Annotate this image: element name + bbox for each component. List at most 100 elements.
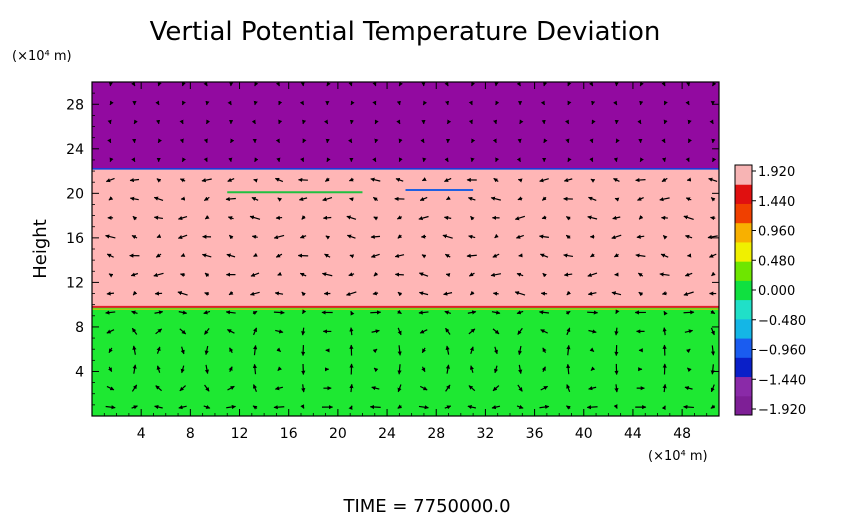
wind-vector — [468, 385, 476, 392]
wind-vector — [614, 327, 619, 336]
wind-vector — [108, 366, 113, 372]
wind-vector — [539, 253, 549, 258]
wind-vector — [250, 291, 260, 296]
wind-vector — [106, 385, 115, 391]
wind-vector — [686, 177, 692, 182]
wind-vector — [301, 215, 306, 220]
wind-vector — [466, 253, 477, 258]
wind-vector — [178, 215, 188, 221]
wind-vector — [227, 329, 235, 334]
wind-vector — [180, 365, 185, 374]
wind-vector — [493, 346, 498, 355]
wind-vector — [710, 215, 716, 221]
wind-vector — [179, 328, 187, 335]
wind-vector — [587, 291, 597, 296]
wind-vector — [253, 252, 258, 257]
wind-vector — [420, 138, 425, 144]
wind-vector — [397, 384, 402, 393]
wind-vector — [467, 404, 477, 410]
wind-vector — [444, 310, 452, 315]
wind-vector — [491, 405, 501, 410]
wind-vector — [370, 253, 380, 258]
wind-vector — [396, 215, 403, 220]
wind-vector — [397, 291, 403, 297]
wind-vector — [566, 290, 571, 296]
y-tick-label: 20 — [66, 186, 84, 202]
wind-vector — [563, 178, 573, 183]
wind-vector — [471, 82, 476, 87]
colorbar-swatch — [735, 318, 752, 339]
wind-vector — [252, 363, 257, 375]
wind-vector — [395, 177, 404, 182]
wind-vector — [663, 310, 668, 316]
wind-vector — [491, 310, 501, 315]
wind-vector — [204, 384, 210, 392]
wind-vector — [614, 197, 620, 202]
wind-vector — [275, 215, 283, 220]
wind-vector — [299, 100, 305, 106]
wind-vector — [322, 196, 333, 202]
colorbar-label: 0.000 — [758, 284, 795, 299]
wind-vector — [710, 345, 716, 356]
wind-vector — [565, 234, 571, 240]
wind-vector — [373, 216, 379, 221]
wind-vector — [543, 138, 548, 144]
wind-vector — [445, 364, 450, 374]
wind-vector — [563, 253, 574, 258]
wind-vector — [325, 235, 331, 240]
wind-vector — [396, 119, 401, 125]
wind-vector — [542, 347, 547, 354]
wind-vector — [708, 177, 718, 183]
wind-vector — [350, 100, 355, 106]
wind-vector — [418, 272, 429, 277]
wind-vector — [540, 385, 548, 391]
wind-vector — [349, 383, 354, 393]
wind-vector — [131, 234, 138, 240]
wind-vector — [348, 405, 353, 411]
wind-vector — [201, 178, 212, 183]
wind-vector — [710, 404, 716, 409]
wind-vector — [373, 271, 379, 277]
wind-vector — [517, 178, 523, 183]
wind-vector — [492, 385, 500, 392]
wind-vector — [131, 157, 136, 163]
x-tick-label: 16 — [280, 426, 298, 442]
wind-vector — [300, 157, 305, 163]
wind-vector — [154, 404, 163, 410]
wind-vector — [301, 327, 306, 336]
wind-vector — [273, 405, 285, 410]
wind-vector — [589, 82, 594, 87]
wind-vector — [180, 346, 185, 355]
colorbar-swatch — [735, 376, 752, 397]
wind-vector — [394, 272, 404, 277]
wind-vector — [203, 82, 208, 87]
x-axis-ticks: 4 8 12 16 20 24 28 32 36 40 44 48 — [103, 82, 708, 442]
wind-vector — [685, 197, 692, 202]
wind-vector — [539, 404, 550, 410]
wind-vector — [492, 253, 500, 258]
wind-vector — [179, 178, 186, 183]
wind-vector — [107, 138, 112, 144]
wind-vector — [131, 82, 136, 87]
wind-vector — [611, 234, 622, 240]
wind-vector — [514, 291, 526, 296]
wind-vector — [251, 119, 256, 125]
wind-vector — [490, 272, 502, 277]
wind-vector — [421, 366, 426, 373]
colorbar-label: −0.960 — [758, 344, 806, 359]
wind-vector — [566, 384, 571, 393]
wind-vector — [301, 384, 306, 393]
wind-vector — [516, 404, 524, 409]
wind-vector — [514, 215, 526, 221]
y-tick-label: 4 — [75, 364, 84, 380]
colorbar-label: −0.480 — [758, 314, 806, 329]
wind-vector — [493, 365, 499, 374]
wind-vector — [156, 234, 162, 238]
wind-vector — [445, 273, 451, 278]
wind-vector — [106, 329, 115, 334]
wind-vector — [301, 309, 307, 315]
wind-vector — [251, 196, 259, 201]
wind-vector — [541, 215, 547, 220]
wind-vector — [397, 309, 402, 315]
wind-vector — [181, 157, 187, 163]
